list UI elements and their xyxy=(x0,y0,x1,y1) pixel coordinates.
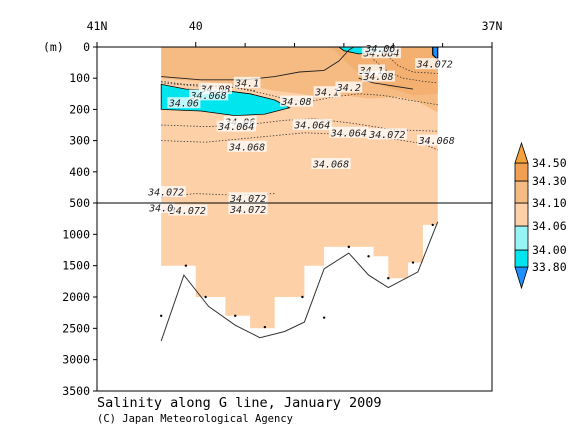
contour-label: 34.0 xyxy=(148,204,173,215)
contour-label: 34.072 xyxy=(229,205,266,216)
colorbar-label: 34.30 xyxy=(532,174,567,188)
contour-label-bg xyxy=(147,202,175,214)
contour-label-layer: 34.134.0834.06834.0634.0834.134.234.134.… xyxy=(146,42,457,217)
contour-label: 34.068 xyxy=(228,142,265,153)
contour-label: 34.072 xyxy=(229,194,266,205)
contour-label-bg xyxy=(292,119,332,130)
contour-label-bg xyxy=(188,89,229,101)
y-tick-label: 500 xyxy=(69,196,90,210)
y-tick-label: 200 xyxy=(69,102,90,116)
contour-label-bg xyxy=(367,128,407,140)
contour-label: 34.08 xyxy=(362,72,393,83)
y-tick-label: 3000 xyxy=(62,353,90,367)
station-marker xyxy=(159,314,163,317)
axes-layer: 0 100 200 300 400 500 1000 1500 2000 2500 3000 3500… xyxy=(43,19,502,398)
contour-label: 34.1 xyxy=(234,78,259,89)
colorbar-segment xyxy=(514,249,529,268)
contour-label-bg xyxy=(415,58,455,70)
contour-34-068 xyxy=(161,132,438,151)
chart-credit: (C) Japan Meteorological Agency xyxy=(97,413,293,425)
contour-label-bg xyxy=(363,42,397,54)
station-marker xyxy=(322,316,326,319)
colorbar-segment xyxy=(514,225,529,251)
y-tick-label: 300 xyxy=(69,134,90,148)
contour-label-bg xyxy=(199,83,232,95)
contour-label: 34.072 xyxy=(147,188,184,199)
colorbar: 33.80 34.00 34.06 34.10 34.30 34.50 xyxy=(514,141,567,290)
y-tick-label: 3500 xyxy=(62,384,90,398)
contour-label-bg xyxy=(228,192,268,204)
station-marker xyxy=(347,245,351,249)
x-tick-label: 37N xyxy=(482,19,503,33)
contour-label-bg xyxy=(358,64,385,76)
y-tick-label: 100 xyxy=(69,71,90,85)
station-marker xyxy=(234,314,237,317)
y-tick-label: 2500 xyxy=(62,321,90,335)
station-marker xyxy=(204,295,207,299)
contour-label-bg xyxy=(168,204,208,216)
contour-label-bg xyxy=(216,120,256,132)
y-tick-label: 1500 xyxy=(62,259,90,273)
colorbar-high-arrow xyxy=(514,141,529,164)
contour-label: 34.06 xyxy=(168,99,199,110)
bottom-profile-line xyxy=(160,221,439,342)
contour-label: 34.064 xyxy=(362,49,399,60)
contour-34-072-north xyxy=(378,47,438,74)
station-marker xyxy=(301,295,304,299)
y-tick-label: 400 xyxy=(69,165,90,179)
x-tick-label: 41N xyxy=(87,19,108,33)
contour-label: 34.068 xyxy=(418,136,455,147)
colorbar-label: 34.50 xyxy=(532,156,567,170)
colorbar-segment xyxy=(514,202,529,227)
x-tick-label: 40 xyxy=(189,19,203,33)
y-axis-label: (m) xyxy=(43,40,64,54)
station-marker xyxy=(184,264,188,267)
contour-label-bg xyxy=(361,70,395,82)
contour-label: 34.064 xyxy=(217,122,254,133)
y-tick-label: 0 xyxy=(83,40,90,54)
contour-label-bg xyxy=(329,126,369,138)
bottom-topography-layer xyxy=(159,221,439,342)
contour-label-bg xyxy=(233,76,261,88)
contour-label: 34.068 xyxy=(190,91,227,102)
colorbar-label: 34.00 xyxy=(532,243,567,257)
contour-label: 34.072 xyxy=(368,130,405,141)
contour-label: 34.1 xyxy=(314,88,339,99)
contour-label-bg xyxy=(335,81,363,93)
colorbar-segment xyxy=(514,162,529,182)
contour-label-bg xyxy=(417,134,457,146)
station-marker xyxy=(263,325,267,329)
contour-label: 34.072 xyxy=(416,60,453,71)
contour-label-bg xyxy=(311,158,351,169)
contour-label-bg xyxy=(228,203,268,215)
contour-label-bg xyxy=(146,186,186,198)
contour-label: 34.068 xyxy=(312,160,349,171)
contour-label: 34.2 xyxy=(336,83,361,94)
station-marker xyxy=(387,277,390,280)
contour-label-bg xyxy=(313,86,341,98)
contour-label: 34.064 xyxy=(330,128,367,139)
y-tick-label: 2000 xyxy=(62,290,90,304)
station-marker xyxy=(411,261,415,264)
station-marker xyxy=(431,223,434,227)
colorbar-low-arrow xyxy=(514,266,529,290)
contour-34-10 xyxy=(161,47,355,81)
contour-label: 34.064 xyxy=(293,121,330,132)
contour-label: 34.072 xyxy=(169,206,206,217)
contour-label: 34.08 xyxy=(280,97,311,108)
station-marker xyxy=(367,255,370,258)
chart-title: Salinity along G line, January 2009 xyxy=(97,395,382,411)
colorbar-label: 34.10 xyxy=(532,196,567,210)
contour-label: 34.06 xyxy=(364,44,395,55)
y-tick-label: 1000 xyxy=(62,227,90,241)
colorbar-segment xyxy=(514,180,529,204)
contour-label-bg xyxy=(279,95,313,107)
colorbar-label: 34.06 xyxy=(532,219,567,233)
contour-label-bg xyxy=(227,140,267,152)
contour-label-bg xyxy=(167,97,201,109)
colorbar-label: 33.80 xyxy=(532,260,567,274)
